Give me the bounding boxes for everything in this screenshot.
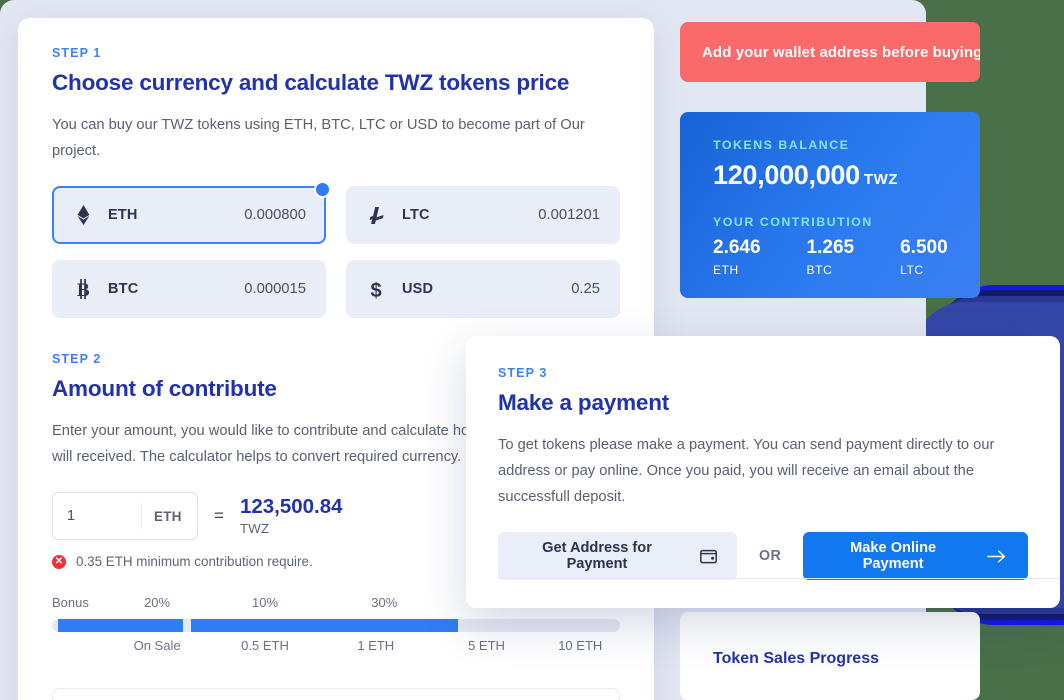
step-3-description: To get tokens please make a payment. You… (498, 437, 995, 505)
bonus-slider-fill-1 (57, 619, 183, 632)
tokens-balance-label: TOKENS BALANCE (713, 138, 850, 152)
bonus-amount-steps: On Sale 0.5 ETH 1 ETH 5 ETH 10 ETH 20 ET… (52, 638, 620, 658)
contribution-value: 1.265 (806, 237, 855, 258)
bonus-slider-track[interactable] (52, 619, 620, 632)
bonus-slider[interactable]: Bonus 20% 10% 30% 50% On Sale 0.5 ETH 1 … (52, 595, 620, 658)
bonus-tick-label: 20% (144, 595, 171, 610)
modal-divider (498, 578, 1060, 579)
amount-input[interactable] (53, 493, 141, 539)
contribution-value: 2.646 (713, 237, 761, 258)
get-address-label: Get Address for Payment (542, 540, 652, 572)
your-contribution-label: YOUR CONTRIBUTION (713, 215, 873, 229)
step-3-label: STEP 3 (498, 366, 548, 380)
contribution-calculator: ETH = 123,500.84 TWZ (52, 492, 620, 540)
result-unit: TWZ (239, 521, 270, 537)
step-1-section: STEP 1 Choose currency and calculate TWZ… (52, 46, 620, 318)
step-2-title: Amount of contribute (52, 376, 277, 401)
step-2-description: Enter your amount, you would like to con… (52, 423, 595, 465)
calculated-result: 123,500.84 TWZ (239, 494, 343, 537)
currency-rate: 0.001201 (538, 207, 600, 223)
bonus-step-label: 10 ETH (558, 638, 603, 653)
contribution-currency: BTC (806, 262, 833, 277)
bonus-step-label: On Sale (133, 638, 181, 653)
currency-option-usd[interactable]: $ USD 0.25 (346, 260, 620, 318)
bonus-step-label: 1 ETH (357, 638, 395, 653)
contribution-item: 1.265 BTC (807, 237, 855, 277)
wallet-address-warning[interactable]: Add your wallet address before buying (680, 22, 980, 82)
warning-text: Add your wallet address before buying (702, 43, 980, 61)
currency-option-ltc[interactable]: LTC 0.001201 (346, 186, 620, 244)
bonus-tick-label: Bonus (52, 595, 89, 610)
get-address-button[interactable]: Get Address for Payment (498, 532, 737, 580)
amount-unit-label: ETH (141, 503, 196, 529)
currency-rate: 0.000015 (244, 281, 306, 297)
bonus-slider-fill-2 (191, 619, 459, 632)
currency-name: BTC (108, 281, 139, 297)
error-message: 0.35 ETH minimum contribution require. (76, 554, 313, 569)
currency-name: USD (402, 281, 434, 297)
amount-input-group[interactable]: ETH (52, 492, 198, 540)
currency-option-btc[interactable]: B BTC 0.000015 (52, 260, 326, 318)
minimum-contribution-error: ✕ 0.35 ETH minimum contribution require. (52, 554, 620, 569)
step-1-description: You can buy our TWZ tokens using ETH, BT… (52, 117, 585, 159)
balance-unit: TWZ (863, 171, 899, 188)
or-separator: OR (759, 548, 782, 564)
balance-value: 120,000,000 (713, 160, 860, 190)
currency-rate: 0.25 (571, 281, 600, 297)
contribution-list: 2.646 ETH 1.265 BTC 6.500 LTC (713, 237, 980, 277)
contribution-item: 2.646 ETH (713, 237, 761, 277)
bonus-summary-table: + 20% SALE BONUS + 30% AMOUNT BONUS TOTA… (52, 688, 620, 700)
payment-actions: Get Address for Payment OR Make Online P… (498, 532, 1028, 580)
tokens-balance-card: TOKENS BALANCE 120,000,000 TWZ YOUR CONTR… (680, 112, 980, 298)
step-3-payment-modal: STEP 3 Make a payment To get tokens plea… (466, 336, 1060, 608)
bonus-tick-label: 30% (371, 595, 398, 610)
equals-sign: = (214, 506, 224, 525)
bitcoin-icon: B (72, 279, 94, 299)
sales-progress-title: Token Sales Progress (713, 650, 879, 667)
ethereum-icon (72, 205, 94, 225)
currency-option-eth[interactable]: ETH 0.000800 (52, 181, 331, 244)
make-online-payment-button[interactable]: Make Online Payment (803, 532, 1028, 580)
contribution-item: 6.500 LTC (900, 237, 948, 277)
arrow-right-icon (987, 550, 1006, 563)
step-2-label: STEP 2 (52, 352, 102, 366)
token-sales-progress-card: Token Sales Progress (680, 612, 980, 700)
contribution-currency: LTC (900, 262, 924, 277)
currency-rate: 0.000800 (244, 207, 306, 223)
contribution-value: 6.500 (900, 237, 948, 258)
bonus-tick-label: 10% (251, 595, 279, 610)
litecoin-icon (366, 206, 388, 225)
error-icon: ✕ (52, 554, 66, 569)
tokens-balance-amount: 120,000,000 TWZ (713, 160, 980, 191)
bonus-step-label: 0.5 ETH (241, 638, 289, 653)
step-1-label: STEP 1 (52, 46, 102, 60)
step-1-title: Choose currency and calculate TWZ tokens… (52, 70, 570, 95)
currency-name: LTC (402, 207, 430, 223)
contribution-currency: ETH (713, 262, 739, 277)
dollar-icon: $ (366, 279, 388, 300)
result-amount: 123,500.84 (239, 494, 343, 518)
currency-selector: ETH 0.000800 LTC 0.001201 (52, 181, 620, 318)
bonus-step-label: 5 ETH (468, 638, 505, 653)
online-payment-label: Make Online Payment (850, 540, 937, 572)
currency-name: ETH (108, 207, 138, 223)
svg-text:$: $ (371, 280, 382, 300)
step-3-title: Make a payment (498, 390, 670, 415)
svg-text:B: B (77, 280, 90, 299)
wallet-icon (700, 549, 717, 564)
step-2-section: STEP 2 Amount of contribute Enter your a… (52, 352, 620, 700)
